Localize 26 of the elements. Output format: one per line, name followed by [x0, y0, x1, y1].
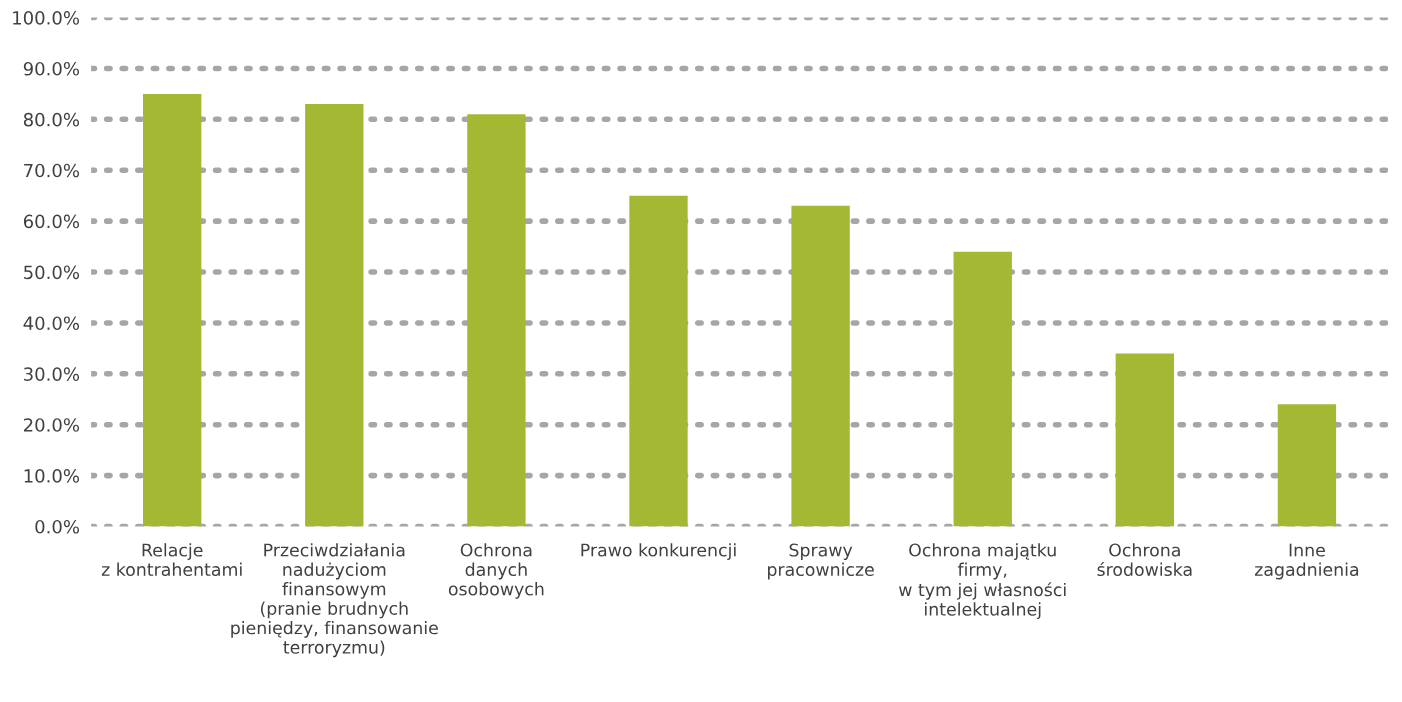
bar — [143, 93, 202, 527]
bar — [305, 104, 364, 527]
x-tick-label: Prawo konkurencji — [581, 543, 736, 560]
x-tick-label: Ochrona majątku firmy, w tym jej własności intelektualnej — [898, 543, 1066, 620]
y-tick-label: 30.0% — [24, 367, 80, 381]
y-tick-label: 10.0% — [24, 469, 80, 483]
y-tick-label: 90.0% — [23, 61, 80, 76]
x-tick-label: Ochrona środowiska — [1097, 543, 1192, 577]
y-tick-label: 50.0% — [24, 265, 80, 280]
bar — [1277, 404, 1337, 527]
x-tick-label: Sprawy pracownicze — [768, 543, 874, 580]
y-tick-label: 40.0% — [23, 316, 80, 331]
x-tick-label: Inne zagadnienia — [1254, 543, 1359, 580]
y-tick-label: 60.0% — [23, 214, 80, 229]
bar — [953, 251, 1012, 527]
y-tick-label: 20.0% — [23, 418, 80, 432]
y-tick-label: 80.0% — [23, 112, 80, 127]
bar — [1115, 353, 1174, 527]
y-tick-label: 100.0% — [13, 11, 80, 25]
bar — [629, 195, 688, 527]
y-tick-label: 70.0% — [24, 163, 80, 178]
x-tick-label: Ochrona danych osobowych — [448, 543, 544, 599]
bar — [467, 114, 526, 527]
x-tick-label: Relacje z kontrahentami — [101, 543, 242, 577]
y-tick-label: 0.0% — [35, 519, 80, 534]
bar — [791, 205, 850, 527]
